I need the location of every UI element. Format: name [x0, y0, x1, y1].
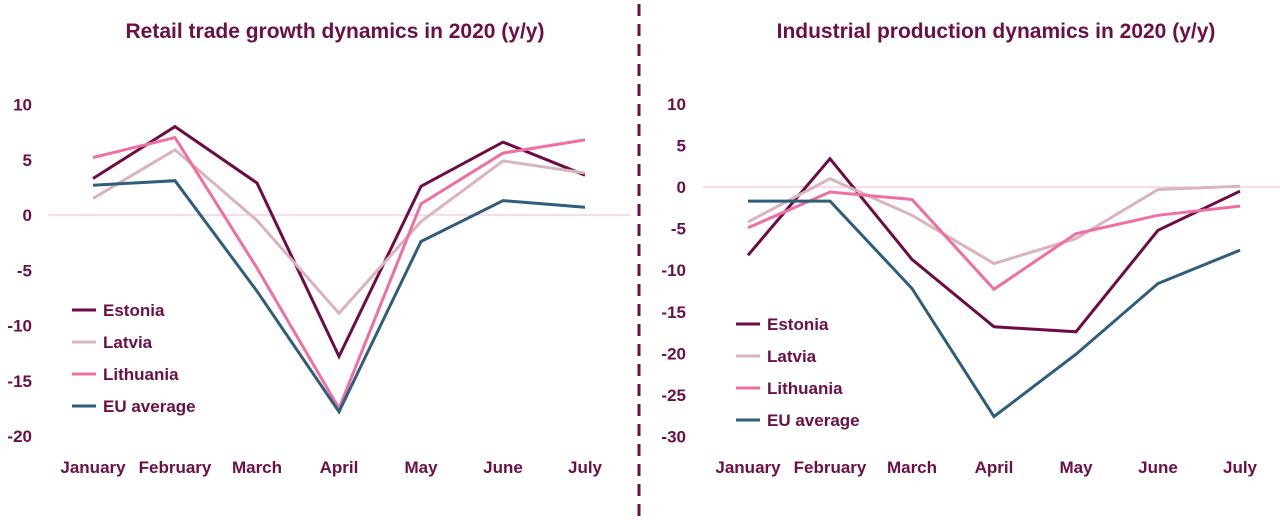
chart-2-y-tick-label: -10 [661, 261, 686, 280]
chart-2-x-tick-label: January [715, 458, 781, 477]
chart-1-legend-label-estonia: Estonia [103, 301, 165, 320]
chart-1-x-tick-label: March [232, 458, 282, 477]
chart-1-legend-label-lithuania: Lithuania [103, 365, 179, 384]
chart-1-series-latvia [92, 147, 586, 316]
chart-2-x-tick-label: July [1223, 458, 1258, 477]
chart-1-x-tick-label: June [483, 458, 523, 477]
chart-2-y-tick-label: 5 [677, 136, 686, 155]
chart-1-y-tick-label: -20 [7, 427, 32, 446]
chart-2-y-tick-label: -20 [661, 344, 686, 363]
chart-1-series-estonia [92, 124, 586, 360]
chart-2-x-tick-label: February [794, 458, 867, 477]
chart-1-legend-label-latvia: Latvia [103, 333, 153, 352]
chart-2-title: Industrial production dynamics in 2020 (… [777, 20, 1216, 43]
chart-2-legend-label-latvia: Latvia [767, 347, 817, 366]
chart-2-x-tick-label: May [1059, 458, 1093, 477]
chart-1-x-tick-label: January [60, 458, 126, 477]
chart-2-y-tick-label: 10 [667, 95, 686, 114]
chart-1-x-tick-label: July [568, 458, 603, 477]
chart-1-y-tick-label: -5 [17, 261, 32, 280]
chart-1-x-tick-label: April [320, 458, 359, 477]
chart-1-x-tick-label: February [139, 458, 212, 477]
chart-2-series-eu-average [748, 199, 1241, 419]
chart-1-y-tick-label: -15 [7, 372, 32, 391]
chart-2-y-tick-label: -5 [671, 220, 686, 239]
chart-1-y-tick-label: 5 [23, 151, 32, 170]
chart-2-legend-label-eu-average: EU average [767, 411, 860, 430]
chart-2-series-lithuania [747, 190, 1241, 292]
chart-2-y-tick-label: 0 [677, 178, 686, 197]
chart-1-title: Retail trade growth dynamics in 2020 (y/… [126, 20, 545, 43]
chart-2-x-tick-label: June [1138, 458, 1178, 477]
chart-2-y-tick-label: -15 [661, 303, 686, 322]
chart-2-series-estonia [746, 156, 1241, 334]
chart-1-y-tick-label: 0 [23, 206, 32, 225]
chart-2-y-tick-label: -25 [661, 386, 686, 405]
chart-2-y-tick-label: -30 [661, 428, 686, 447]
chart-1-y-tick-label: 10 [13, 96, 32, 115]
chart-1-legend-label-eu-average: EU average [103, 397, 196, 416]
chart-2-x-tick-label: April [975, 458, 1014, 477]
chart-2-x-tick-label: March [887, 458, 937, 477]
chart-1-y-tick-label: -10 [7, 317, 32, 336]
chart-1-series-eu-average [92, 179, 586, 415]
chart-1-x-tick-label: May [404, 458, 438, 477]
chart-2-legend-label-lithuania: Lithuania [767, 379, 843, 398]
chart-2-legend-label-estonia: Estonia [767, 315, 829, 334]
chart-2-series-latvia [747, 177, 1241, 266]
